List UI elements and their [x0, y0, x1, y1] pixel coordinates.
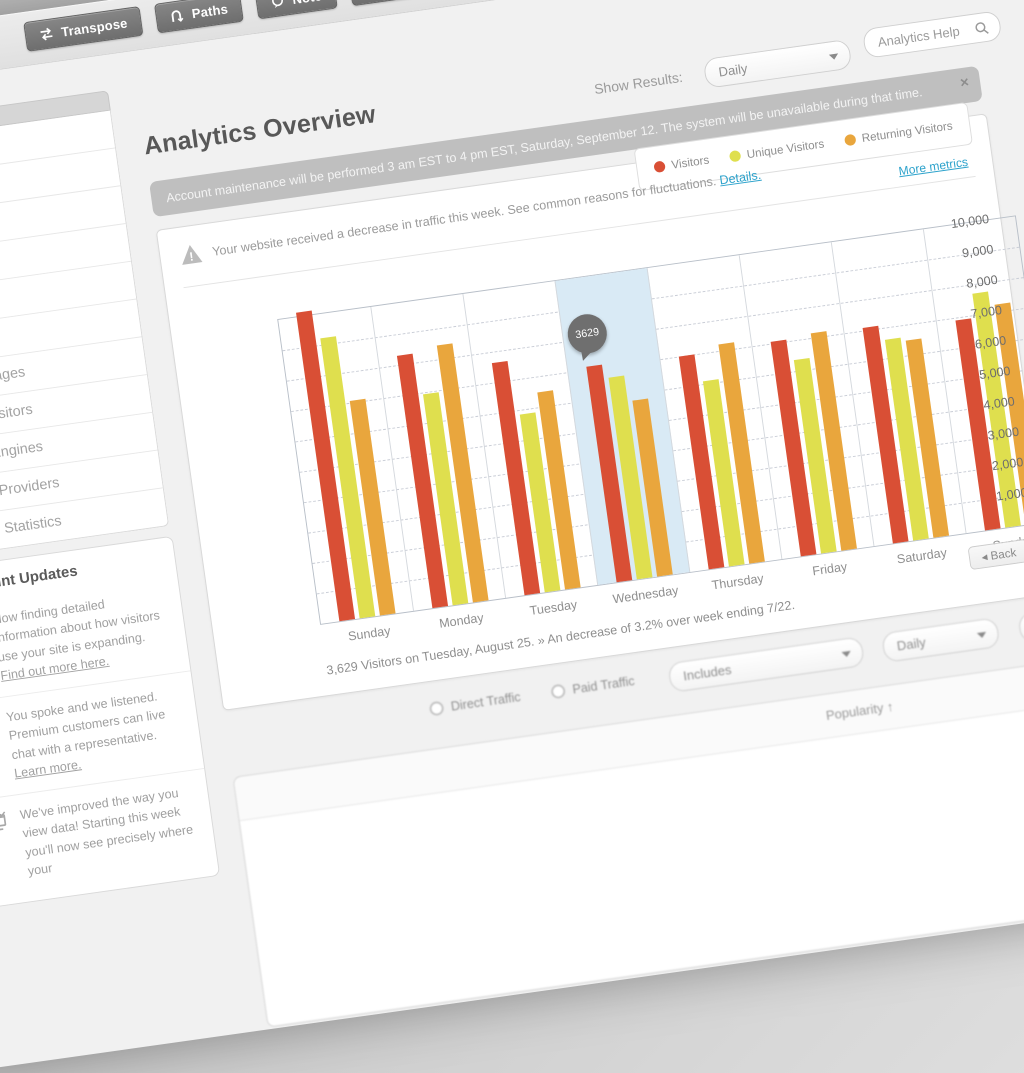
results-table: Popularity ↑	[232, 650, 1024, 1028]
chevron-down-icon	[976, 631, 987, 639]
x-axis-label: Wednesday	[611, 583, 680, 607]
x-axis-label: Saturday	[895, 545, 948, 567]
legend-label: Unique Visitors	[745, 137, 825, 161]
legend-label: Visitors	[670, 153, 710, 172]
details-link[interactable]: Details.	[718, 167, 762, 187]
radio-icon	[428, 700, 445, 717]
radio-direct-traffic[interactable]: Direct Traffic	[428, 689, 522, 717]
toolbar-button-label: Note	[291, 0, 322, 7]
show-results-label: Show Results:	[593, 69, 684, 98]
toolbar-button-transpose[interactable]: Transpose	[23, 6, 144, 52]
account-update-link[interactable]: Learn more.	[13, 756, 83, 781]
legend-item-unique-visitors[interactable]: Unique Visitors	[728, 137, 825, 163]
close-icon[interactable]: ×	[959, 74, 971, 92]
account-update-text: We've improved the way you view data! St…	[19, 785, 194, 878]
x-axis-label: Thursday	[710, 571, 765, 593]
toolbar-button-label: Transpose	[60, 15, 129, 40]
toolbar-button-paths[interactable]: Paths	[153, 0, 244, 34]
account-update-text: You spoke and we listened. Premium custo…	[5, 689, 167, 781]
search-icon	[975, 22, 989, 34]
keyword-input[interactable]: Keyword	[1017, 596, 1024, 644]
account-update-link[interactable]: Find out more here.	[0, 653, 110, 683]
account-updates-panel: Account Updates Now finding detailed inf…	[0, 535, 221, 909]
header-controls: Show Results: Daily Analytics Help	[0, 10, 1003, 217]
x-axis-label: Friday	[811, 559, 848, 579]
period-value: Daily	[895, 634, 927, 654]
account-update-text: Now finding detailed information about h…	[0, 597, 161, 683]
show-results-value: Daily	[717, 60, 749, 80]
chevron-down-icon	[828, 53, 839, 61]
transpose-icon	[38, 26, 55, 43]
toolbar-button-all-results[interactable]: All Results	[348, 0, 471, 7]
help-search-placeholder: Analytics Help	[876, 23, 961, 50]
note-icon	[269, 0, 286, 10]
monitor-icon	[0, 808, 20, 886]
includes-select[interactable]: Includes	[667, 636, 865, 693]
show-results-select[interactable]: Daily	[702, 38, 853, 89]
radio-paid-traffic[interactable]: Paid Traffic	[550, 674, 635, 700]
traffic-alert: ! Your website received a decrease in tr…	[178, 163, 763, 267]
legend-dot-icon	[843, 133, 857, 147]
legend-label: Returning Visitors	[860, 119, 954, 145]
includes-value: Includes	[682, 662, 733, 684]
more-metrics-link[interactable]: More metrics	[897, 154, 969, 179]
help-search-input[interactable]: Analytics Help	[861, 10, 1003, 59]
toolbar-button-note[interactable]: Note	[254, 0, 338, 20]
chevron-down-icon	[841, 650, 852, 658]
x-axis-label: Sunday	[347, 623, 392, 644]
bar-chart-plot: Sunday Monday Tuesday Wednesday Thursday Frid…	[277, 215, 1024, 643]
period-select[interactable]: Daily	[881, 617, 1001, 663]
radio-direct-traffic-label: Direct Traffic	[449, 689, 522, 714]
warning-icon: !	[182, 245, 203, 265]
sort-popularity-header[interactable]: Popularity ↑	[825, 698, 894, 722]
radio-paid-traffic-label: Paid Traffic	[571, 673, 636, 697]
chat-icon	[0, 710, 6, 788]
radio-icon	[550, 683, 567, 700]
paths-icon	[169, 7, 186, 24]
svg-text:!: !	[188, 249, 194, 263]
sort-label: Popularity	[824, 699, 885, 723]
sidebar-list: OverviewState, CityPagesAddressesKeyword…	[0, 110, 170, 559]
x-axis-label: Tuesday	[528, 597, 579, 618]
toolbar-buttons: TransposePathsNoteAll ResultsExportRefre…	[23, 0, 691, 52]
legend-dot-icon	[653, 160, 666, 174]
chart-panel: Visitors Unique Visitors Returning Visitor…	[155, 101, 1024, 711]
legend-item-returning-visitors[interactable]: Returning Visitors	[843, 119, 953, 147]
sort-arrow-icon: ↑	[885, 698, 895, 715]
top-toolbar: TransposePathsNoteAll ResultsExportRefre…	[0, 0, 1024, 96]
x-axis-label: Monday	[438, 610, 485, 631]
account-updates-list: Now finding detailed information about h…	[0, 574, 218, 899]
toolbar-button-label: Paths	[190, 1, 229, 22]
legend-dot-icon	[728, 149, 742, 163]
